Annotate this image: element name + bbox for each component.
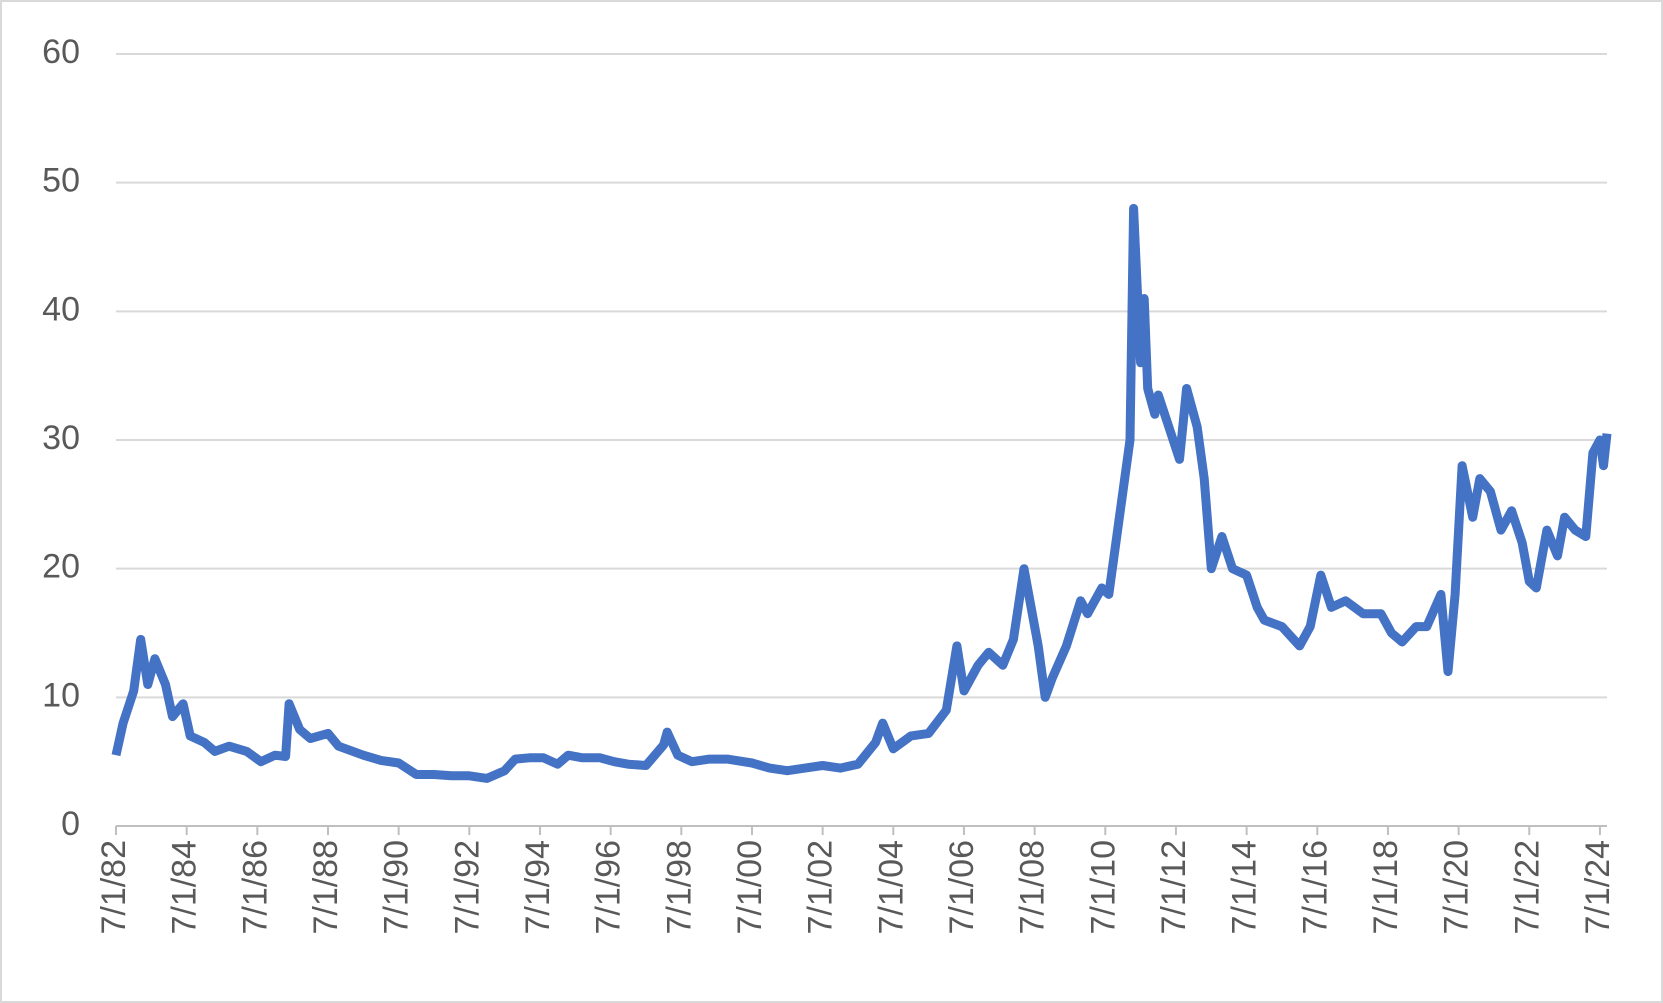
series-line (111, 203, 1612, 783)
y-tick-label: 30 (42, 419, 80, 457)
x-tick-label: 7/1/88 (307, 840, 345, 935)
x-tick-label: 7/1/84 (166, 840, 204, 935)
x-tick-label: 7/1/18 (1367, 840, 1405, 935)
x-tick-label: 7/1/16 (1296, 840, 1334, 935)
x-tick-label: 7/1/04 (872, 840, 910, 935)
x-tick-label: 7/1/82 (95, 840, 133, 935)
x-tick-label: 7/1/20 (1438, 840, 1476, 935)
y-tick-label: 0 (61, 805, 80, 843)
y-tick-label: 10 (42, 676, 80, 714)
x-tick-label: 7/1/86 (236, 840, 274, 935)
x-tick-label: 7/1/02 (802, 840, 840, 935)
x-tick-label: 7/1/08 (1014, 840, 1052, 935)
x-tick-label: 7/1/94 (519, 840, 557, 935)
y-tick-label: 60 (42, 33, 80, 71)
x-tick-label: 7/1/92 (448, 840, 486, 935)
x-tick-label: 7/1/06 (943, 840, 981, 935)
x-tick-label: 7/1/96 (590, 840, 628, 935)
x-tick-label: 7/1/12 (1155, 840, 1193, 935)
x-tick-label: 7/1/98 (660, 840, 698, 935)
y-tick-label: 20 (42, 548, 80, 586)
x-tick-label: 7/1/22 (1508, 840, 1546, 935)
x-tick-label: 7/1/24 (1579, 840, 1617, 935)
y-tick-label: 40 (42, 290, 80, 328)
x-tick-label: 7/1/14 (1226, 840, 1264, 935)
x-tick-label: 7/1/00 (731, 840, 769, 935)
x-tick-label: 7/1/90 (378, 840, 416, 935)
y-tick-label: 50 (42, 162, 80, 200)
x-tick-label: 7/1/10 (1084, 840, 1122, 935)
